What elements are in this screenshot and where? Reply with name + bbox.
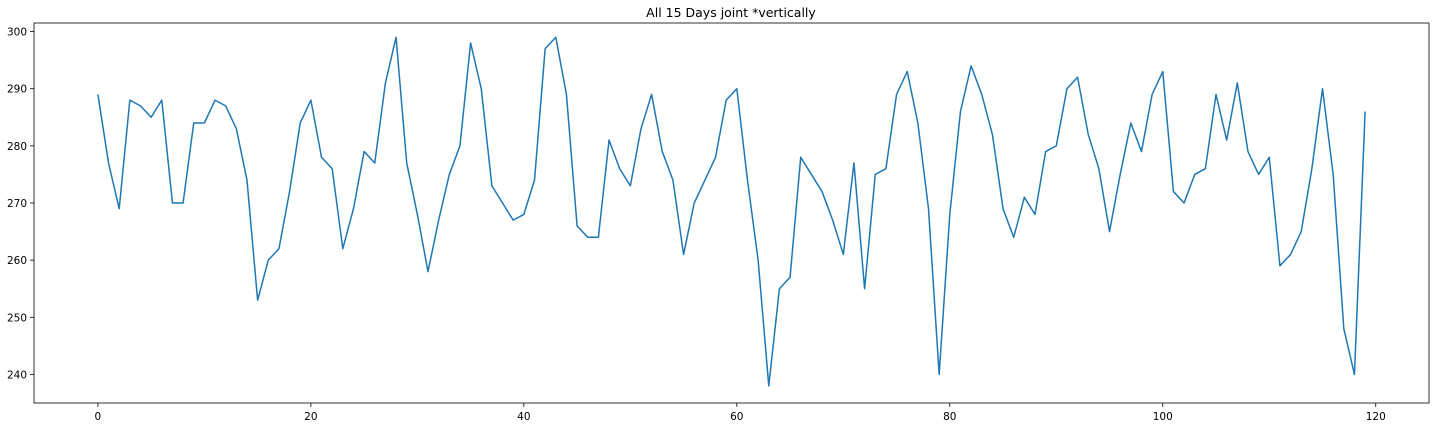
- x-tick-label: 80: [943, 411, 956, 423]
- x-tick-label: 120: [1366, 411, 1386, 423]
- x-tick-label: 20: [304, 411, 317, 423]
- x-axis: 0 20 40 60 80 100 120: [95, 403, 1386, 423]
- plot-frame: [33, 22, 1430, 404]
- plot-area: [97, 36, 1366, 387]
- y-axis: 240 250 260 270 280 290 300: [7, 27, 34, 381]
- chart-title: All 15 Days joint *vertically: [646, 5, 816, 20]
- y-tick-label: 280: [7, 141, 27, 153]
- x-tick-label: 40: [517, 411, 530, 423]
- y-tick-label: 260: [7, 255, 27, 267]
- y-tick-label: 250: [7, 312, 27, 324]
- x-tick-label: 60: [730, 411, 743, 423]
- x-tick-label: 100: [1153, 411, 1173, 423]
- series-line: [97, 36, 1366, 387]
- y-tick-label: 270: [7, 198, 27, 210]
- x-tick-label: 0: [95, 411, 102, 423]
- y-tick-label: 290: [7, 84, 27, 96]
- y-tick-label: 300: [7, 27, 27, 39]
- y-tick-label: 240: [7, 369, 27, 381]
